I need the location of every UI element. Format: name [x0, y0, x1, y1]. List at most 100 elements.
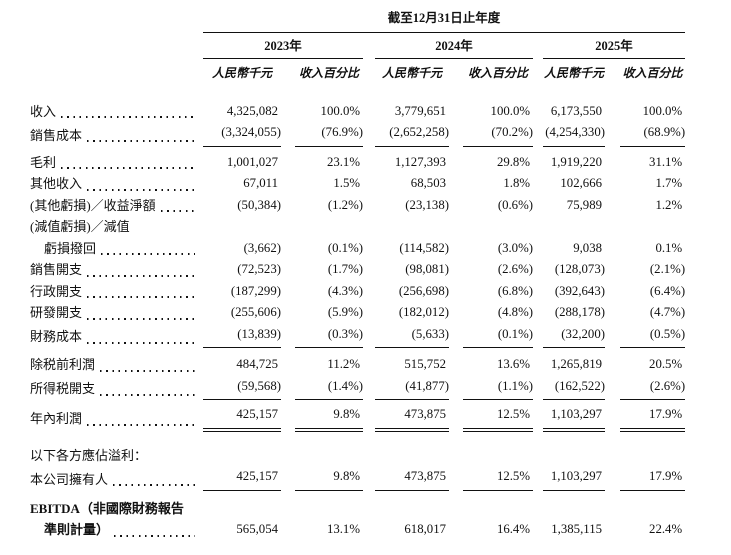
value-cell: (3.0%): [497, 240, 533, 255]
table-row: 銷售成本 (3,324,055) (76.9%) (2,652,258) (70.2%)…: [30, 122, 686, 147]
column-gap: [533, 122, 543, 146]
value-cell: 100.0%: [320, 103, 360, 118]
column-gap: [281, 152, 295, 174]
value-cell: 100.0%: [490, 103, 530, 118]
column-gap: [605, 59, 620, 85]
table-row: 財務成本 (13,839) (0.3%) (5,633) (0.1%) (32,200) (…: [30, 323, 686, 348]
value-cell: (2.6%): [497, 262, 533, 276]
row-label-cell: 準則計量）: [30, 519, 203, 541]
column-gap: [605, 238, 620, 260]
value-cell: [463, 498, 533, 520]
row-label-cell: 研發開支: [30, 302, 203, 324]
dot-leader: [160, 210, 195, 212]
column-gap: [605, 259, 620, 281]
value-cell: (59,568): [203, 375, 281, 400]
value-cell: (4,254,330): [543, 122, 605, 147]
row-label: 財務成本: [30, 329, 83, 344]
year-header-2024: 2024年: [375, 32, 533, 59]
spacer: [30, 430, 685, 445]
label-column-head: [30, 32, 203, 59]
value-cell: (187,299): [230, 283, 281, 298]
subheader-row: 人民幣千元 收入百分比 人民幣千元 收入百分比 人民幣千元 收入百分比: [30, 59, 685, 85]
column-gap: [449, 445, 463, 467]
dot-leader: [113, 484, 195, 486]
row-label: 行政開支: [30, 283, 83, 299]
value-cell: [375, 498, 449, 520]
pct-header: 收入百分比: [622, 66, 683, 80]
column-gap: [605, 519, 620, 541]
value-cell: [543, 498, 605, 520]
column-gap: [533, 498, 543, 520]
row-label: 銷售成本: [30, 127, 83, 143]
value-cell: (72,523): [237, 262, 281, 276]
column-gap: [363, 302, 375, 324]
row-label-cell: 虧損撥回: [30, 238, 203, 260]
row-label-cell: 本公司擁有人: [30, 466, 203, 490]
column-gap: [605, 152, 620, 174]
row-label: 收入: [30, 103, 57, 119]
value-cell: 1,385,115: [551, 522, 602, 536]
column-gap: [533, 216, 543, 238]
value-cell: 473,875: [375, 404, 449, 432]
row-label-cell: 銷售成本: [30, 122, 203, 146]
column-gap: [363, 354, 375, 376]
column-gap: [363, 376, 375, 400]
value-cell: 67,011: [243, 176, 278, 190]
value-cell: (23,138): [405, 197, 449, 212]
column-gap: [605, 281, 620, 303]
value-cell: 16.4%: [496, 522, 530, 536]
value-cell: 1,265,819: [550, 357, 602, 371]
row-label-cell: EBITDA（非國際財務報告: [30, 498, 203, 520]
row-label: 研發開支: [30, 305, 83, 320]
value-cell: (0.1%): [463, 323, 533, 348]
value-cell: 425,157: [203, 466, 281, 491]
value-cell: [463, 445, 533, 467]
pct-header: 收入百分比: [298, 66, 359, 80]
value-cell: [295, 216, 363, 238]
value-cell: (0.6%): [497, 197, 533, 212]
row-label: 本公司擁有人: [30, 471, 109, 487]
column-gap: [281, 173, 295, 195]
column-gap: [363, 466, 375, 490]
spacer: [30, 490, 685, 498]
value-cell: 11.2%: [327, 357, 360, 371]
dot-leader: [87, 140, 195, 142]
table-row: 研發開支 (255,606) (5.9%) (182,012) (4.8%) (288,1…: [30, 302, 685, 324]
value-cell: (2,652,258): [375, 122, 449, 147]
column-gap: [533, 404, 543, 430]
value-cell: [203, 498, 281, 520]
column-gap: [449, 324, 463, 348]
row-label-cell: 毛利: [30, 152, 203, 174]
dot-leader: [114, 534, 195, 537]
value-cell: [295, 445, 363, 467]
income-statement-table: 截至12月31日止年度 2023年 2024年 2025年 人民幣千元 收入百分…: [30, 8, 686, 541]
spacer-row: [30, 85, 685, 101]
column-gap: [533, 519, 543, 541]
value-cell: (128,073): [554, 262, 605, 276]
column-gap: [605, 216, 620, 238]
row-label-cell: 所得税開支: [30, 376, 203, 400]
column-gap: [281, 101, 295, 123]
value-cell: 102,666: [560, 176, 602, 190]
value-cell: (5,633): [375, 323, 449, 348]
column-gap: [533, 466, 543, 490]
value-cell: (0.1%): [327, 240, 363, 255]
value-cell: (50,384): [237, 197, 281, 212]
column-gap: [605, 324, 620, 348]
value-cell: [295, 498, 363, 520]
column-gap: [363, 195, 375, 217]
value-cell: (68.9%): [620, 122, 686, 147]
period-header: 截至12月31日止年度: [203, 8, 686, 33]
row-label: 以下各方應佔溢利：: [30, 447, 148, 463]
row-label-cell: 其他收入: [30, 173, 203, 195]
value-cell: (32,200): [543, 323, 605, 348]
column-gap: [281, 238, 295, 260]
column-gap: [363, 498, 375, 520]
value-cell: 1,919,220: [550, 154, 602, 169]
column-gap: [449, 238, 463, 260]
value-cell: 1,127,393: [394, 154, 446, 169]
column-gap: [605, 101, 620, 123]
column-gap: [449, 152, 463, 174]
value-cell: 13.1%: [326, 522, 360, 536]
value-cell: 9.8%: [295, 404, 363, 432]
